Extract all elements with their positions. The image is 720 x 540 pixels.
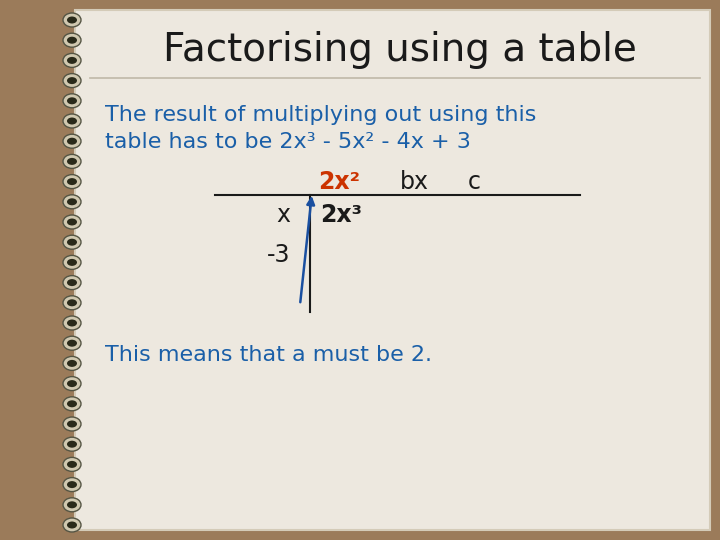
Text: c: c: [468, 170, 481, 194]
Ellipse shape: [67, 501, 77, 508]
Text: -3: -3: [266, 243, 290, 267]
Ellipse shape: [67, 17, 77, 24]
Ellipse shape: [67, 360, 77, 367]
Ellipse shape: [67, 421, 77, 428]
Ellipse shape: [67, 441, 77, 448]
Ellipse shape: [63, 195, 81, 209]
Text: The result of multiplying out using this: The result of multiplying out using this: [105, 105, 536, 125]
Ellipse shape: [63, 336, 81, 350]
Ellipse shape: [67, 320, 77, 327]
Ellipse shape: [63, 417, 81, 431]
Ellipse shape: [63, 397, 81, 411]
Ellipse shape: [63, 498, 81, 512]
Text: This means that a must be 2.: This means that a must be 2.: [105, 345, 432, 365]
Text: table has to be 2x³ - 5x² - 4x + 3: table has to be 2x³ - 5x² - 4x + 3: [105, 132, 471, 152]
Ellipse shape: [63, 235, 81, 249]
Ellipse shape: [67, 77, 77, 84]
Ellipse shape: [63, 296, 81, 310]
Ellipse shape: [63, 53, 81, 68]
Text: bx: bx: [400, 170, 429, 194]
Ellipse shape: [67, 219, 77, 226]
Ellipse shape: [63, 134, 81, 148]
Ellipse shape: [67, 380, 77, 387]
Text: Factorising using a table: Factorising using a table: [163, 31, 637, 69]
Ellipse shape: [67, 279, 77, 286]
Ellipse shape: [67, 481, 77, 488]
Ellipse shape: [63, 477, 81, 491]
Ellipse shape: [63, 73, 81, 87]
Text: 2x²: 2x²: [318, 170, 360, 194]
Ellipse shape: [67, 400, 77, 407]
Ellipse shape: [67, 198, 77, 205]
Ellipse shape: [63, 114, 81, 128]
Ellipse shape: [67, 178, 77, 185]
Ellipse shape: [63, 94, 81, 108]
Ellipse shape: [63, 275, 81, 289]
Ellipse shape: [63, 316, 81, 330]
Ellipse shape: [67, 158, 77, 165]
Ellipse shape: [67, 299, 77, 306]
Ellipse shape: [63, 518, 81, 532]
Ellipse shape: [67, 57, 77, 64]
Text: x: x: [276, 203, 290, 227]
Ellipse shape: [67, 522, 77, 529]
Ellipse shape: [67, 461, 77, 468]
Ellipse shape: [63, 437, 81, 451]
Ellipse shape: [67, 118, 77, 125]
Ellipse shape: [67, 340, 77, 347]
Ellipse shape: [67, 138, 77, 145]
Ellipse shape: [67, 239, 77, 246]
Ellipse shape: [67, 259, 77, 266]
Ellipse shape: [63, 33, 81, 47]
Ellipse shape: [63, 255, 81, 269]
Text: 2x³: 2x³: [320, 203, 362, 227]
Ellipse shape: [63, 13, 81, 27]
FancyBboxPatch shape: [75, 10, 710, 530]
Ellipse shape: [67, 37, 77, 44]
Ellipse shape: [63, 376, 81, 390]
Ellipse shape: [63, 154, 81, 168]
Ellipse shape: [63, 356, 81, 370]
Ellipse shape: [63, 215, 81, 229]
Ellipse shape: [63, 457, 81, 471]
Ellipse shape: [63, 174, 81, 188]
Ellipse shape: [67, 97, 77, 104]
